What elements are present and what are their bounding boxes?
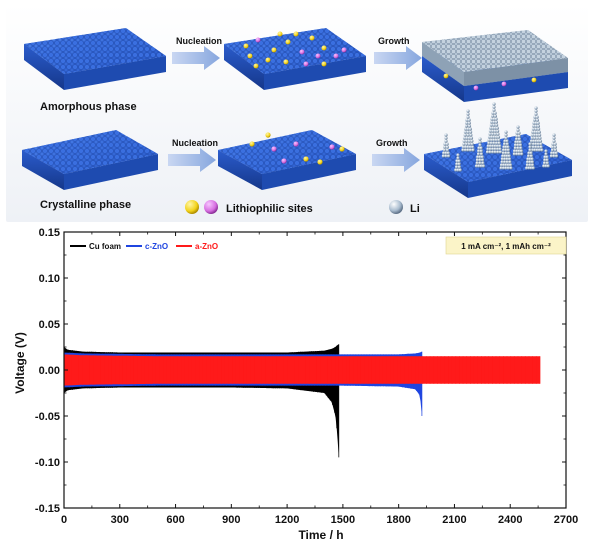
chart-legend: Cu foam c-ZnO a-ZnO (70, 242, 218, 251)
li-dendrite (512, 125, 524, 156)
amorphous-growth-li-layer (422, 30, 568, 102)
arrow-growth-row1 (374, 46, 422, 70)
legend-c-zno: c-ZnO (145, 242, 168, 251)
y-tick-label: 0.00 (39, 365, 60, 377)
y-tick-label: -0.10 (35, 457, 60, 469)
crystalline-nucleation-substrate (218, 130, 356, 190)
x-axis-label: Time / h (298, 528, 343, 542)
nucleation-site (285, 39, 291, 45)
arrow-nucleation-row1 (172, 46, 220, 70)
arrow-growth-row2 (372, 148, 420, 172)
x-tick-labels: 0 300 600 900 1200 1500 1800 2100 2400 2700 (61, 232, 578, 526)
nucleation-site (293, 31, 299, 37)
nucleation-site (333, 53, 339, 59)
li-dendrite (485, 102, 503, 154)
nucleation-site (341, 47, 347, 53)
li-dendrite (525, 142, 535, 170)
legend-pink-site-icon (204, 200, 218, 214)
nucleation-site (321, 61, 327, 67)
nucleation-site (265, 57, 271, 63)
li-dendrite (499, 130, 513, 170)
crystalline-phase-label: Crystalline phase (40, 199, 131, 211)
nucleation-site (243, 43, 249, 49)
x-tick-label: 1800 (386, 514, 410, 526)
amorphous-nucleation-substrate (224, 28, 366, 90)
y-tick-label: -0.05 (35, 411, 60, 423)
li-dendrite (528, 106, 544, 152)
y-axis-label: Voltage (V) (13, 332, 27, 394)
legend-yellow-site-icon (185, 200, 199, 214)
y-tick-label: 0.15 (39, 227, 60, 239)
nucleation-site (309, 35, 315, 41)
nucleation-site (299, 49, 305, 55)
li-dendrite (542, 149, 550, 168)
x-tick-label: 900 (222, 514, 240, 526)
nucleation-site (271, 47, 277, 53)
row2-nucleation-label: Nucleation (172, 138, 218, 148)
nucleation-site (253, 63, 259, 69)
row1-nucleation-label: Nucleation (176, 36, 222, 46)
nucleation-site (277, 31, 283, 37)
deposition-schematic: Nucleation Growth Amorphous phase Nucle (6, 4, 588, 222)
x-tick-label: 1500 (331, 514, 355, 526)
plot-area (63, 231, 567, 509)
nucleation-site (315, 53, 321, 59)
x-tick-label: 2400 (498, 514, 522, 526)
amorphous-phase-label: Amorphous phase (40, 101, 137, 113)
crystalline-bare-substrate (22, 130, 158, 190)
condition-annotation: 1 mA cm⁻², 1 mAh cm⁻² (445, 236, 567, 255)
x-tick-label: 2700 (554, 514, 578, 526)
row1-growth-label: Growth (378, 36, 410, 46)
li-dendrite (549, 133, 559, 158)
y-tick-label: 0.10 (39, 273, 60, 285)
y-tick-label: 0.05 (39, 319, 60, 331)
x-tick-label: 300 (111, 514, 129, 526)
legend-a-zno: a-ZnO (195, 242, 218, 251)
series-a-zno (63, 354, 541, 386)
y-tick-label: -0.15 (35, 503, 60, 515)
crystalline-growth-dendrites (424, 102, 572, 198)
x-tick-label: 2100 (442, 514, 466, 526)
nucleation-site (303, 61, 309, 67)
li-dendrite (461, 109, 475, 152)
nucleation-site (321, 45, 327, 51)
amorphous-bare-substrate (24, 28, 166, 90)
nucleation-site (283, 59, 289, 65)
li-dendrite (474, 137, 486, 168)
li-dendrite (441, 133, 451, 158)
y-tick-labels: 0.15 0.10 0.05 0.00 -0.05 -0.10 -0.15 (35, 227, 566, 515)
nucleation-site (247, 53, 253, 59)
x-tick-label: 600 (166, 514, 184, 526)
legend-li-label: Li (410, 203, 420, 215)
legend-cu-foam: Cu foam (89, 242, 121, 251)
row2-growth-label: Growth (376, 138, 408, 148)
voltage-time-chart: 0.15 0.10 0.05 0.00 -0.05 -0.10 -0.15 0 300 600 9… (6, 226, 588, 544)
nucleation-site (255, 37, 261, 43)
legend-li-icon (389, 200, 403, 214)
li-dendrite (454, 153, 462, 172)
condition-annotation-text: 1 mA cm⁻², 1 mAh cm⁻² (461, 242, 551, 251)
legend-lithiophilic-label: Lithiophilic sites (226, 203, 313, 215)
arrow-nucleation-row2 (168, 148, 216, 172)
x-tick-label: 0 (61, 514, 67, 526)
x-tick-label: 1200 (275, 514, 299, 526)
